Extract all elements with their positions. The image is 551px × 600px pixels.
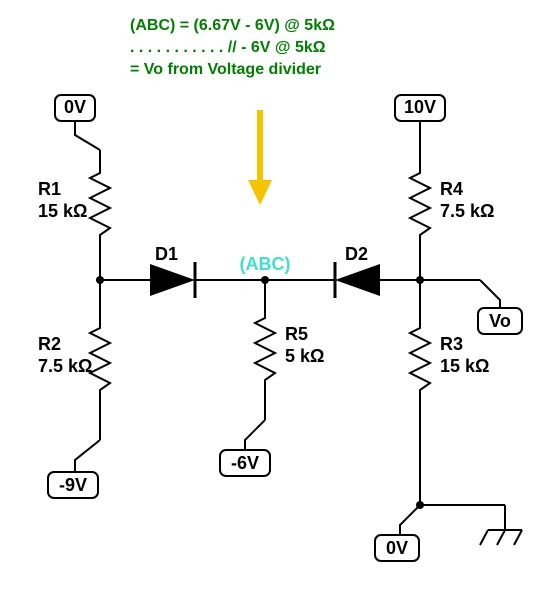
resistor-r5 <box>255 310 275 390</box>
source-minus6v: -6V <box>220 420 270 476</box>
svg-text:0V: 0V <box>386 538 408 558</box>
diode-d2 <box>335 262 380 298</box>
r1-ref: R1 <box>38 179 61 199</box>
svg-text:10V: 10V <box>404 97 436 117</box>
svg-text:-9V: -9V <box>59 475 87 495</box>
svg-text:-6V: -6V <box>231 453 259 473</box>
arrow-icon <box>248 110 272 205</box>
resistor-r1 <box>90 165 110 245</box>
svg-text:0V: 0V <box>64 97 86 117</box>
source-0v-right: 0V <box>375 505 420 561</box>
diode-d1 <box>150 262 195 298</box>
r2-ref: R2 <box>38 334 61 354</box>
r3-val: 15 kΩ <box>440 356 489 376</box>
resistor-r4 <box>410 165 430 245</box>
r4-val: 7.5 kΩ <box>440 201 494 221</box>
r2-val: 7.5 kΩ <box>38 356 92 376</box>
circuit-diagram: (ABC) = (6.67V - 6V) @ 5kΩ . . . . . . .… <box>0 0 551 600</box>
r4-ref: R4 <box>440 179 463 199</box>
equation-line-1: (ABC) = (6.67V - 6V) @ 5kΩ <box>130 17 335 34</box>
r3-ref: R3 <box>440 334 463 354</box>
d2-ref: D2 <box>345 244 368 264</box>
node-abc-label: (ABC) <box>240 254 291 274</box>
r5-val: 5 kΩ <box>285 346 324 366</box>
source-0v-left: 0V <box>55 95 100 150</box>
resistor-r3 <box>410 320 430 400</box>
vo-label: Vo <box>478 280 522 334</box>
ground-symbol <box>480 530 522 545</box>
source-minus9v: -9V <box>48 440 100 498</box>
equation-line-3: = Vo from Voltage divider <box>130 61 321 78</box>
equation-line-2: . . . . . . . . . . . // - 6V @ 5kΩ <box>130 39 326 56</box>
d1-ref: D1 <box>155 244 178 264</box>
svg-text:Vo: Vo <box>489 311 511 331</box>
r5-ref: R5 <box>285 324 308 344</box>
resistor-r2 <box>90 320 110 400</box>
r1-val: 15 kΩ <box>38 201 87 221</box>
